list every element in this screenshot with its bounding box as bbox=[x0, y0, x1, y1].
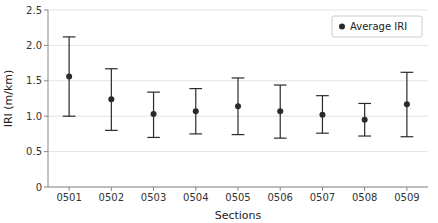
error-cap-lower bbox=[63, 116, 76, 117]
y-tick-label: 2.0 bbox=[26, 40, 42, 51]
x-tick-label: 0506 bbox=[267, 192, 292, 203]
error-cap-lower bbox=[274, 138, 287, 139]
x-tick bbox=[69, 187, 70, 191]
chart: 0 0.5 1.0 1.5 2.0 2.5 0501 0502 0503 0504 0505 0506… bbox=[0, 0, 438, 223]
error-cap-lower bbox=[105, 130, 118, 131]
x-tick-label: 0503 bbox=[141, 192, 166, 203]
y-axis: 0 0.5 1.0 1.5 2.0 2.5 bbox=[26, 5, 428, 193]
mean-dot bbox=[235, 103, 241, 109]
x-axis: 0501 0502 0503 0504 0505 0506 0507 0508 0509 bbox=[56, 187, 419, 203]
y-tick bbox=[44, 45, 48, 46]
error-cap-upper bbox=[147, 92, 160, 93]
plot-area bbox=[63, 37, 413, 138]
y-tick-label: 1.0 bbox=[26, 111, 42, 122]
y-tick-label: 0.5 bbox=[26, 146, 42, 157]
x-tick bbox=[238, 187, 239, 191]
mean-dot bbox=[193, 108, 199, 114]
x-tick-label: 0509 bbox=[394, 192, 419, 203]
grid-line bbox=[48, 10, 428, 11]
error-cap-upper bbox=[232, 77, 245, 78]
error-cap-upper bbox=[358, 103, 371, 104]
error-cap-lower bbox=[147, 137, 160, 138]
error-cap-upper bbox=[105, 68, 118, 69]
error-cap-lower bbox=[358, 135, 371, 136]
x-tick bbox=[280, 187, 281, 191]
chart-container: 0 0.5 1.0 1.5 2.0 2.5 0501 0502 0503 0504 0505 0506… bbox=[0, 0, 438, 223]
x-tick-label: 0504 bbox=[183, 192, 208, 203]
error-cap-upper bbox=[189, 88, 202, 89]
legend: Average IRI bbox=[332, 16, 422, 37]
mean-dot bbox=[404, 101, 410, 107]
error-cap-upper bbox=[274, 84, 287, 85]
y-tick-label: 1.5 bbox=[26, 75, 42, 86]
x-tick-label: 0508 bbox=[352, 192, 377, 203]
y-tick-label: 2.5 bbox=[26, 5, 42, 16]
x-tick-label: 0507 bbox=[310, 192, 335, 203]
legend-label: Average IRI bbox=[350, 21, 407, 32]
x-tick-label: 0505 bbox=[225, 192, 250, 203]
error-cap-lower bbox=[401, 136, 414, 137]
mean-dot bbox=[108, 96, 114, 102]
y-tick bbox=[44, 10, 48, 11]
error-cap-upper bbox=[401, 72, 414, 73]
x-tick bbox=[322, 187, 323, 191]
mean-dot bbox=[151, 111, 157, 117]
mean-dot bbox=[319, 112, 325, 118]
x-tick bbox=[195, 187, 196, 191]
y-tick bbox=[44, 187, 48, 188]
legend-marker bbox=[339, 24, 345, 30]
x-axis-label: Sections bbox=[215, 209, 262, 222]
y-tick-label: 0 bbox=[36, 182, 42, 193]
x-tick bbox=[364, 187, 365, 191]
y-axis-line bbox=[48, 10, 49, 187]
y-tick bbox=[44, 151, 48, 152]
error-cap-upper bbox=[63, 36, 76, 37]
y-tick bbox=[44, 116, 48, 117]
x-tick bbox=[153, 187, 154, 191]
error-cap-lower bbox=[232, 134, 245, 135]
y-axis-label: IRI (m/km) bbox=[2, 70, 15, 128]
x-tick-label: 0502 bbox=[99, 192, 124, 203]
error-cap-upper bbox=[316, 95, 329, 96]
y-tick bbox=[44, 80, 48, 81]
x-tick-label: 0501 bbox=[56, 192, 81, 203]
error-cap-lower bbox=[189, 133, 202, 134]
error-cap-lower bbox=[316, 133, 329, 134]
grid-line bbox=[48, 45, 428, 46]
grid-line bbox=[48, 151, 428, 152]
x-tick bbox=[406, 187, 407, 191]
mean-dot bbox=[277, 108, 283, 114]
x-tick bbox=[111, 187, 112, 191]
mean-dot bbox=[66, 74, 72, 80]
legend-box bbox=[332, 16, 422, 37]
mean-dot bbox=[362, 117, 368, 123]
